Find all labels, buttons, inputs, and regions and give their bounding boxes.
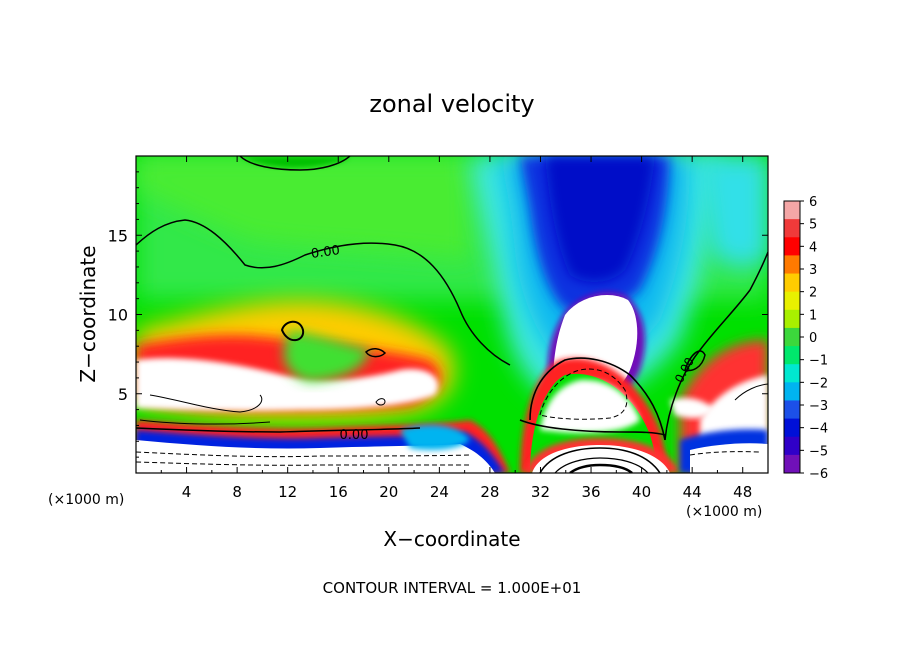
colorbar-tick-label: 2: [809, 286, 817, 301]
x-axis-unit: (×1000 m): [686, 504, 762, 520]
colorbar-tick-label: −5: [809, 444, 828, 459]
x-tick-label: 32: [531, 483, 550, 501]
contour-label-upper: 0.00: [310, 243, 341, 262]
colorbar-tick-label: −6: [809, 467, 828, 482]
colorbar-swatch: [784, 237, 800, 256]
colorbar-tick-label: −3: [809, 399, 828, 414]
colorbar-tick-label: −4: [809, 422, 828, 437]
colorbar-swatch: [784, 327, 800, 347]
colorbar-swatch: [784, 309, 800, 329]
colorbar-tick-label: 5: [809, 218, 817, 233]
contour-interval-note: CONTOUR INTERVAL = 1.000E+01: [323, 579, 582, 597]
x-tick-label: 28: [480, 483, 499, 501]
x-tick-label: 24: [430, 483, 449, 501]
colorbar-swatch: [784, 201, 800, 220]
y-tick-label: 10: [108, 306, 128, 325]
x-tick-label: 8: [232, 483, 242, 501]
colorbar-ticks: 6 5 4 3 2 1 0 −1 −2 −3 −4 −5 −6: [800, 195, 828, 482]
x-tick-label: 44: [683, 483, 702, 501]
colorbar-swatch: [784, 273, 800, 293]
colorbar-tick-label: −2: [809, 376, 828, 391]
x-tick-label: 48: [733, 483, 752, 501]
y-tick-label: 15: [108, 226, 128, 245]
colorbar-swatch: [784, 454, 800, 474]
x-axis-ticks: 4 8 12 16 20 24 28 32 36 40 44 48: [160, 156, 752, 501]
colorbar-swatch: [784, 291, 800, 311]
colorbar-swatch: [784, 219, 800, 238]
colorbar-tick-label: 3: [809, 263, 817, 278]
x-tick-label: 16: [329, 483, 348, 501]
chart-title: zonal velocity: [369, 90, 534, 118]
colorbar-tick-label: 1: [809, 308, 817, 323]
colorbar-swatch: [784, 364, 800, 383]
colorbar-tick-label: 0: [809, 331, 817, 346]
colorbar: [784, 201, 800, 474]
x-tick-label: 4: [182, 483, 192, 501]
colorbar-tick-label: 6: [809, 195, 817, 210]
colorbar-swatch: [784, 418, 800, 438]
colorbar-swatch: [784, 346, 800, 365]
heatmap-field: [136, 156, 768, 473]
y-axis-label: Z−coordinate: [76, 245, 100, 382]
x-axis-label: X−coordinate: [383, 527, 520, 551]
x-tick-label: 20: [379, 483, 398, 501]
x-tick-label: 40: [632, 483, 651, 501]
colorbar-swatch: [784, 400, 800, 420]
y-axis-unit: (×1000 m): [48, 492, 124, 508]
x-tick-label: 12: [278, 483, 297, 501]
colorbar-tick-label: 4: [809, 240, 817, 255]
colorbar-swatch: [784, 255, 800, 275]
colorbar-tick-label: −1: [809, 354, 828, 369]
colorbar-swatch: [784, 382, 800, 401]
y-axis-ticks: 5 10 15: [108, 171, 768, 458]
colorbar-swatch: [784, 436, 800, 456]
contour-label-lower: 0.00: [340, 428, 369, 443]
y-tick-label: 5: [118, 385, 128, 404]
x-tick-label: 36: [581, 483, 600, 501]
contour-lines: [136, 156, 768, 473]
